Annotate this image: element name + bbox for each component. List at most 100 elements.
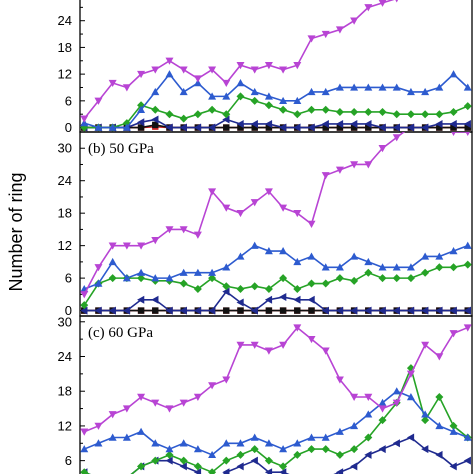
data-point [392,123,400,132]
data-point [421,123,429,132]
data-point [364,268,373,277]
data-point [165,226,174,234]
data-point [151,399,160,407]
data-point [450,124,457,131]
data-point [165,456,173,465]
data-point [165,450,174,459]
data-point [165,445,174,453]
data-point [307,335,316,344]
data-point [264,468,273,474]
data-point [208,92,217,100]
data-point [350,421,359,430]
data-point [165,306,173,315]
data-point [279,293,287,302]
data-point [80,291,89,299]
data-point [250,433,259,441]
data-point [137,242,146,250]
data-point [449,247,458,255]
data-point [335,274,344,283]
data-point [264,247,273,255]
data-point [264,295,273,304]
data-point [321,263,330,271]
data-point [137,118,145,127]
data-point [236,92,245,101]
data-point [406,263,415,271]
data-point [392,399,401,407]
data-point [350,462,358,471]
data-point [236,79,245,87]
data-point [449,427,458,435]
y-tick-label: 18 [58,40,72,55]
data-point [193,110,202,119]
data-point [236,341,245,349]
data-point [179,87,188,96]
data-point [137,70,146,79]
data-point [335,107,344,116]
y-tick-label: 18 [58,384,72,399]
data-point [151,105,160,114]
data-point [80,301,89,310]
data-point [293,209,302,218]
data-point [421,252,430,260]
data-point [279,307,287,314]
data-point [237,124,244,131]
data-point [307,35,316,43]
data-point [279,123,287,132]
data-point [179,439,188,447]
data-point [451,132,456,136]
data-point [122,433,131,441]
data-point [335,83,344,91]
data-point [378,405,387,413]
data-point [108,123,117,131]
data-point [122,84,131,92]
data-point [435,450,443,459]
series-line-6 [83,132,468,295]
series-line-6 [83,0,395,120]
series-group [80,132,472,315]
data-point [137,295,145,304]
series-line-2 [83,365,469,474]
data-point [392,439,400,448]
data-point [152,121,159,129]
data-point [392,306,400,315]
data-point [293,284,302,293]
data-point [222,282,231,291]
data-point [208,306,216,315]
y-tick-label: 0 [65,303,72,318]
data-point [350,252,359,260]
data-point [463,83,472,91]
data-point [80,115,89,123]
data-point [421,87,430,96]
data-point [222,263,231,271]
data-point [307,220,316,228]
data-point [151,237,160,245]
data-point [364,161,373,169]
data-point [165,110,174,119]
data-point [94,279,103,287]
data-point [406,87,415,96]
y-tick-label: 24 [58,13,72,28]
data-point [364,4,373,12]
data-point [279,445,288,453]
data-point [364,83,373,91]
data-point [308,307,315,314]
data-point [236,284,245,293]
data-point [421,341,430,349]
data-point [421,110,430,119]
data-point [265,307,273,314]
data-point [350,119,358,128]
data-point [350,124,358,131]
data-point [236,62,245,70]
data-point [435,306,443,315]
data-point [449,462,457,471]
data-point [421,410,430,418]
data-point [421,306,429,315]
data-point [335,306,344,315]
data-point [293,96,302,105]
data-point [179,114,188,123]
data-point [463,102,472,111]
data-point [137,462,146,471]
series-line-3 [84,118,468,129]
data-point [392,274,401,283]
data-point [250,306,258,315]
